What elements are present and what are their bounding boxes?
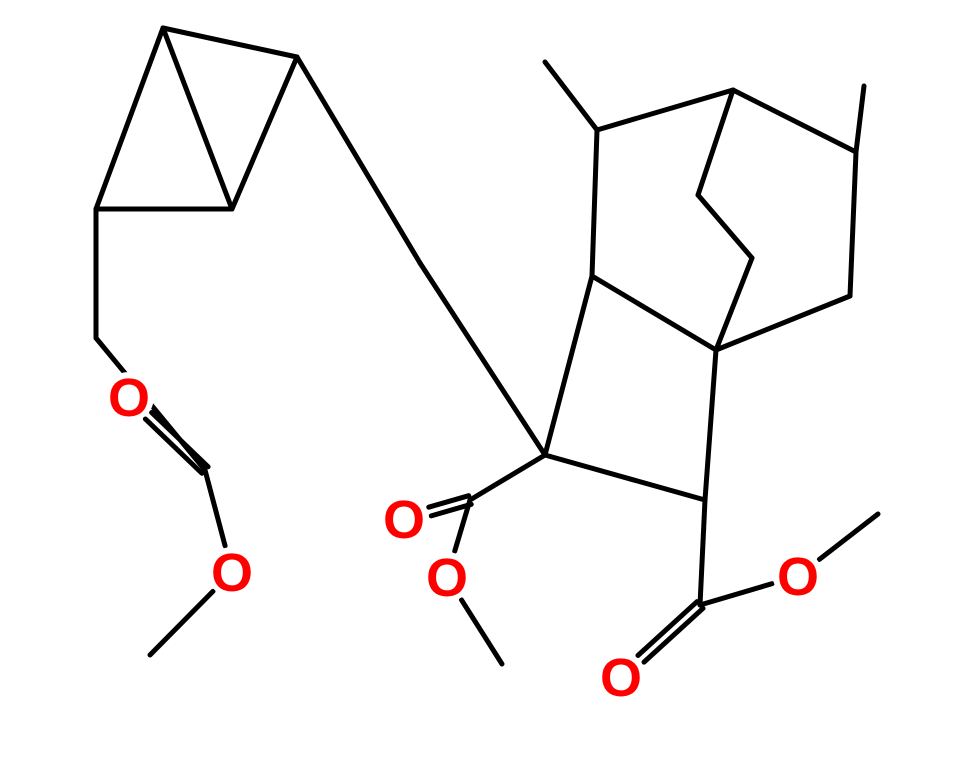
bond <box>467 452 548 503</box>
bond <box>589 127 600 279</box>
bond <box>816 511 881 562</box>
bond <box>641 605 706 665</box>
atom-label-halo <box>773 551 823 601</box>
bond <box>594 87 736 133</box>
bond <box>713 293 853 353</box>
atom-label-O4: O <box>426 548 468 608</box>
bond <box>149 409 211 470</box>
bond <box>160 25 235 212</box>
bond <box>695 87 736 198</box>
bond <box>542 452 708 503</box>
bond <box>202 467 228 549</box>
bond <box>589 273 719 353</box>
bond <box>635 599 700 658</box>
bond <box>452 497 473 554</box>
atom-label-O3: O <box>383 490 425 550</box>
bond <box>542 59 600 133</box>
atom-label-halo <box>207 547 257 597</box>
bond <box>847 149 859 299</box>
bond <box>426 493 472 510</box>
bond <box>229 54 300 212</box>
atom-label-O6: O <box>600 648 642 708</box>
atom-label-O1: O <box>108 368 150 428</box>
bond <box>542 273 595 458</box>
bond <box>695 192 755 261</box>
atom-label-O5: O <box>777 547 819 607</box>
atom-label-halo <box>379 494 429 544</box>
bond <box>93 25 166 212</box>
bond <box>142 416 205 476</box>
bond <box>428 501 474 519</box>
bond <box>417 260 548 458</box>
atom-label-halo <box>596 652 646 702</box>
bond <box>713 255 755 353</box>
bond <box>697 497 708 608</box>
bond <box>853 83 867 155</box>
bond <box>147 588 216 658</box>
atom-label-halo <box>104 372 154 422</box>
bond <box>160 25 300 60</box>
bond <box>697 581 775 608</box>
bond <box>294 54 423 266</box>
atom-label-O2: O <box>211 543 253 603</box>
bond <box>730 87 859 155</box>
atom-label-halo <box>422 552 472 602</box>
bond <box>458 597 505 667</box>
bond <box>702 347 719 503</box>
